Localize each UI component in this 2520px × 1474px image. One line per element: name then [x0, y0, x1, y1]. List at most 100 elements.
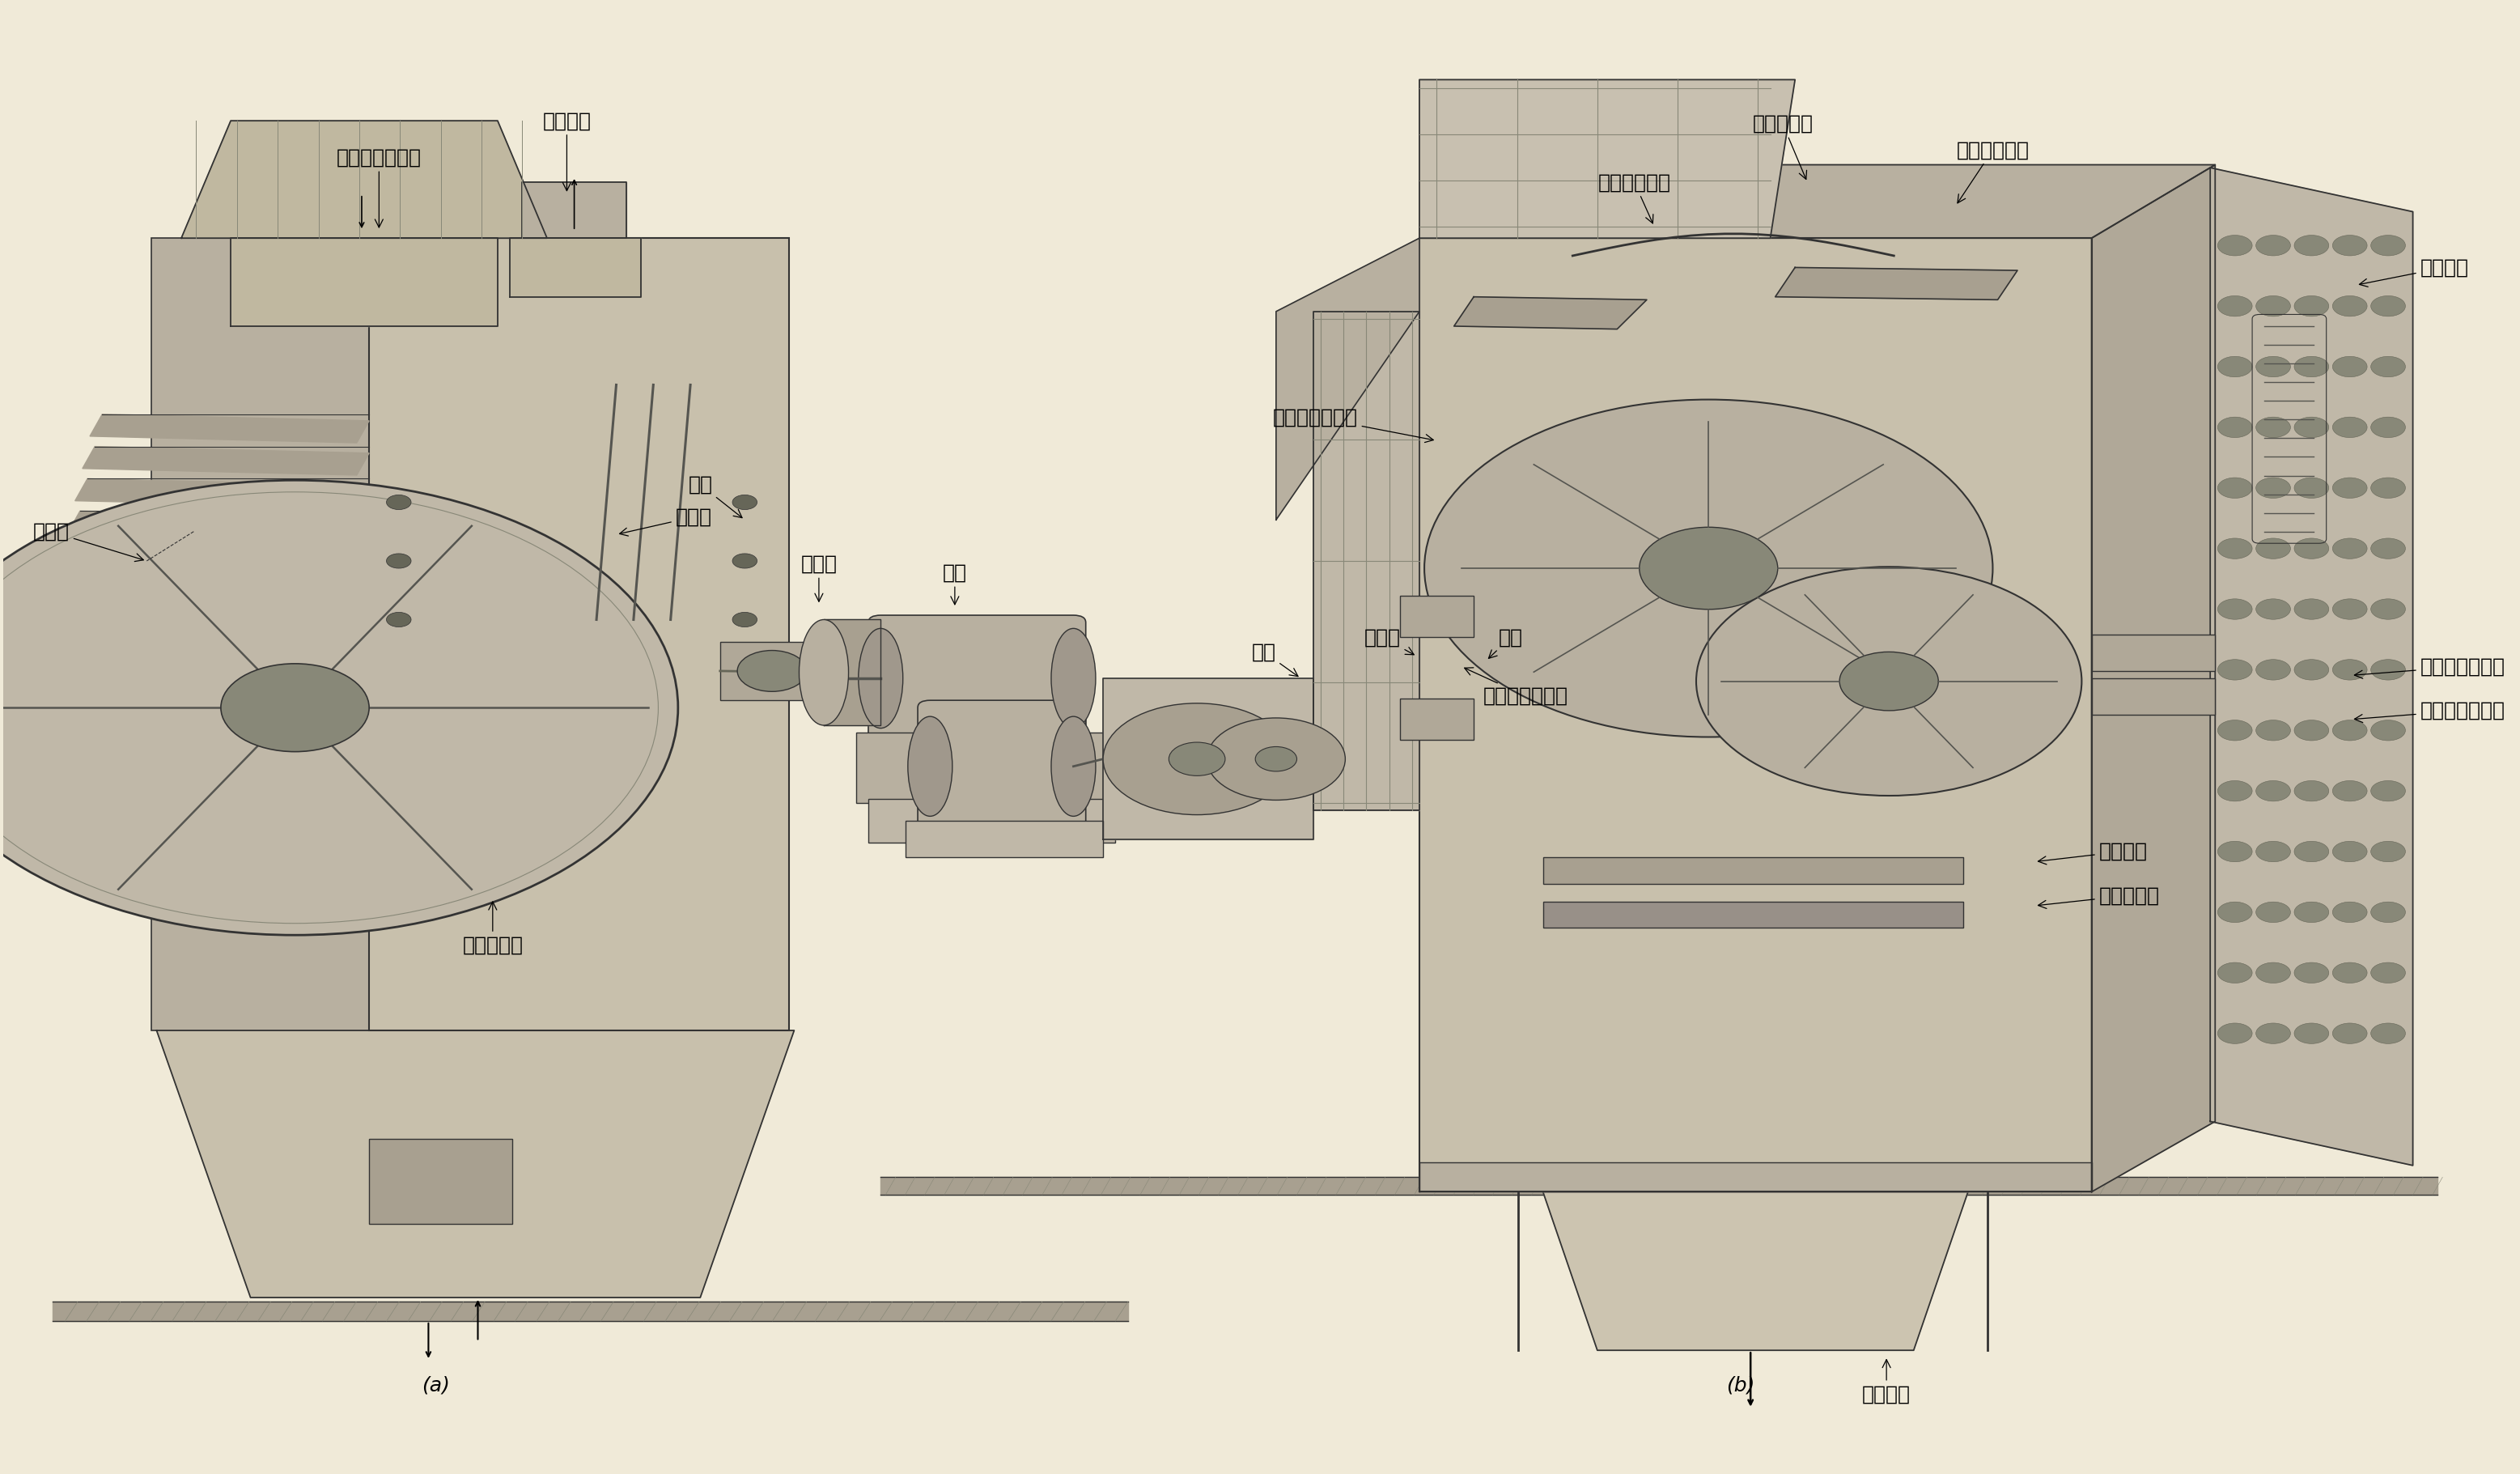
Polygon shape — [1419, 239, 2092, 1192]
Ellipse shape — [1051, 716, 1096, 817]
Circle shape — [2371, 357, 2407, 377]
Circle shape — [2334, 781, 2366, 802]
Circle shape — [2293, 417, 2328, 438]
FancyBboxPatch shape — [857, 733, 1129, 803]
FancyBboxPatch shape — [2092, 678, 2215, 715]
Circle shape — [1169, 743, 1225, 775]
Polygon shape — [509, 239, 640, 296]
Text: 物料出口: 物料出口 — [1862, 1359, 1910, 1405]
Polygon shape — [522, 183, 625, 239]
Circle shape — [2293, 1023, 2328, 1044]
Polygon shape — [1275, 239, 1419, 520]
Circle shape — [2255, 842, 2291, 862]
Polygon shape — [76, 479, 368, 507]
Text: 第一级转子轴承: 第一级转子轴承 — [2354, 700, 2505, 722]
Polygon shape — [1774, 267, 2019, 299]
Circle shape — [2293, 963, 2328, 983]
Text: 固定反击板: 固定反击板 — [2039, 886, 2160, 908]
Circle shape — [2334, 902, 2366, 923]
Text: 联轴节: 联轴节 — [801, 554, 837, 601]
Circle shape — [2218, 1023, 2253, 1044]
FancyBboxPatch shape — [2092, 634, 2215, 671]
Circle shape — [2371, 296, 2407, 317]
Circle shape — [2293, 659, 2328, 680]
Text: 反击板: 反击板 — [620, 507, 713, 537]
Circle shape — [1424, 399, 1993, 737]
Polygon shape — [1419, 80, 1794, 239]
Circle shape — [2293, 902, 2328, 923]
Circle shape — [2218, 296, 2253, 317]
Text: 轴承: 轴承 — [1489, 628, 1522, 659]
Circle shape — [386, 495, 411, 510]
Circle shape — [2255, 538, 2291, 559]
Text: 第二级转子轴承: 第二级转子轴承 — [2354, 657, 2505, 678]
Circle shape — [2255, 963, 2291, 983]
Circle shape — [2218, 538, 2253, 559]
Ellipse shape — [799, 619, 849, 725]
Circle shape — [2371, 659, 2407, 680]
Text: 第一级反击板: 第一级反击板 — [1598, 172, 1671, 223]
Circle shape — [2218, 842, 2253, 862]
Circle shape — [2218, 721, 2253, 740]
Polygon shape — [1313, 311, 1419, 811]
Text: 电机: 电机 — [942, 563, 968, 604]
Circle shape — [2334, 1023, 2366, 1044]
Circle shape — [2255, 1023, 2291, 1044]
Circle shape — [2293, 842, 2328, 862]
Circle shape — [2334, 478, 2366, 498]
Circle shape — [733, 554, 756, 569]
Circle shape — [2255, 598, 2291, 619]
Circle shape — [2371, 842, 2407, 862]
Circle shape — [2255, 236, 2291, 256]
Circle shape — [386, 612, 411, 626]
Text: 第二级反击板: 第二级反击板 — [1956, 140, 2029, 203]
Circle shape — [2218, 598, 2253, 619]
Circle shape — [1641, 528, 1777, 609]
Circle shape — [2255, 417, 2291, 438]
Circle shape — [2218, 236, 2253, 256]
FancyBboxPatch shape — [721, 641, 824, 700]
Circle shape — [2255, 478, 2291, 498]
Circle shape — [2334, 963, 2366, 983]
Circle shape — [2371, 478, 2407, 498]
Text: (a): (a) — [421, 1375, 451, 1396]
Circle shape — [2371, 538, 2407, 559]
Circle shape — [2218, 963, 2253, 983]
FancyBboxPatch shape — [869, 799, 1116, 843]
Circle shape — [2334, 538, 2366, 559]
Circle shape — [2334, 659, 2366, 680]
Text: (b): (b) — [1726, 1375, 1754, 1396]
Polygon shape — [232, 239, 496, 326]
Text: 均整篦板: 均整篦板 — [2039, 842, 2147, 864]
Circle shape — [222, 663, 368, 752]
Text: 电机: 电机 — [1252, 643, 1298, 677]
Circle shape — [2293, 781, 2328, 802]
Circle shape — [738, 650, 806, 691]
Text: 被破碎物料入口: 被破碎物料入口 — [338, 147, 421, 227]
Polygon shape — [53, 576, 368, 604]
Polygon shape — [2092, 165, 2215, 1192]
Circle shape — [2371, 902, 2407, 923]
Circle shape — [1255, 747, 1298, 771]
Circle shape — [2371, 598, 2407, 619]
Polygon shape — [156, 1030, 794, 1297]
Ellipse shape — [907, 716, 953, 817]
Circle shape — [2293, 236, 2328, 256]
Polygon shape — [1499, 1185, 2019, 1192]
Polygon shape — [68, 511, 368, 539]
Circle shape — [1696, 567, 2082, 796]
Circle shape — [2255, 721, 2291, 740]
Polygon shape — [60, 544, 368, 572]
Circle shape — [2334, 417, 2366, 438]
Circle shape — [386, 554, 411, 569]
FancyBboxPatch shape — [1399, 699, 1474, 740]
Circle shape — [2218, 659, 2253, 680]
FancyBboxPatch shape — [368, 239, 789, 1030]
Circle shape — [1104, 703, 1290, 815]
Polygon shape — [2210, 168, 2412, 1166]
FancyBboxPatch shape — [905, 821, 1104, 858]
Circle shape — [2371, 781, 2407, 802]
Circle shape — [2334, 296, 2366, 317]
Polygon shape — [83, 447, 368, 475]
Circle shape — [2371, 417, 2407, 438]
